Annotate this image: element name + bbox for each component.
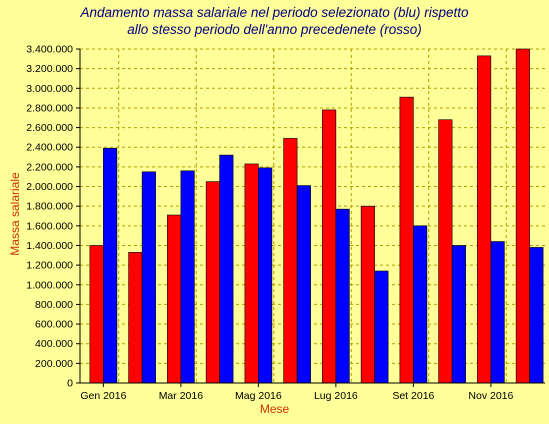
bar-previous-year (205, 181, 220, 384)
bar-selected-period (103, 147, 118, 384)
x-axis-label: Mese (259, 402, 290, 416)
chart-title-line-1: Andamento massa salariale nel periodo se… (80, 5, 469, 20)
bar-previous-year (89, 245, 104, 384)
y-tick-label: 1.600.000 (26, 220, 73, 232)
y-tick-label: 1.200.000 (26, 260, 73, 272)
y-tick-label: 1.800.000 (26, 201, 73, 213)
bar-previous-year (399, 96, 414, 384)
y-tick-label: 600.000 (35, 319, 73, 331)
bar-selected-period (219, 154, 234, 384)
bar-previous-year (360, 205, 375, 384)
chart-title-line-2: allo stesso periodo dell'anno precedenet… (127, 22, 422, 37)
y-tick-label: 3.400.000 (26, 44, 73, 56)
bar-previous-year (283, 138, 298, 384)
y-tick-label: 2.400.000 (26, 142, 73, 154)
bar-previous-year (128, 252, 143, 384)
bar-previous-year (322, 109, 337, 384)
x-tick-label: Gen 2016 (80, 390, 126, 402)
bar-selected-period (180, 170, 195, 384)
bar-selected-period (490, 241, 505, 384)
y-axis-label: Massa salariale (8, 172, 22, 256)
bar-selected-period (451, 245, 466, 384)
bar-selected-period (335, 208, 350, 384)
y-tick-label: 2.000.000 (26, 181, 73, 193)
y-tick-label: 1.400.000 (26, 240, 73, 252)
x-tick-labels: Gen 2016 Mar 2016 Mag 2016 Lug 2016 Set 2016… (80, 390, 513, 402)
x-tick-label: Set 2016 (392, 390, 434, 402)
x-tick-label: Mar 2016 (159, 390, 204, 402)
bars (89, 48, 544, 384)
bar-previous-year (515, 48, 530, 384)
bar-selected-period (141, 171, 156, 384)
y-tick-label: 800.000 (35, 299, 73, 311)
bar-previous-year (477, 55, 492, 384)
y-tick-label: 3.200.000 (26, 63, 73, 75)
x-tick-label: Lug 2016 (314, 390, 358, 402)
bar-previous-year (244, 163, 259, 384)
y-tick-label: 3.000.000 (26, 83, 73, 95)
y-tick-label: 2.600.000 (26, 122, 73, 134)
bar-selected-period (374, 270, 389, 384)
y-tick-label: 0 (67, 378, 73, 390)
bar-selected-period (258, 167, 273, 384)
y-tick-label: 1.000.000 (26, 279, 73, 291)
axes (76, 48, 545, 387)
bar-selected-period (296, 185, 311, 384)
y-tick-labels: 0 200.000 400.000 600.000 800.000 1.000.000 1.… (26, 44, 73, 390)
x-tick-label: Nov 2016 (468, 390, 513, 402)
y-tick-label: 2.800.000 (26, 102, 73, 114)
bar-selected-period (529, 247, 544, 384)
y-tick-label: 400.000 (35, 338, 73, 350)
bar-selected-period (413, 225, 428, 384)
grid-lines (80, 48, 545, 383)
x-tick-label: Mag 2016 (235, 390, 282, 402)
y-tick-label: 2.200.000 (26, 161, 73, 173)
bar-previous-year (438, 119, 453, 384)
y-tick-label: 200.000 (35, 358, 73, 370)
chart-title: Andamento massa salariale nel periodo se… (0, 4, 549, 38)
bar-previous-year (167, 214, 182, 384)
